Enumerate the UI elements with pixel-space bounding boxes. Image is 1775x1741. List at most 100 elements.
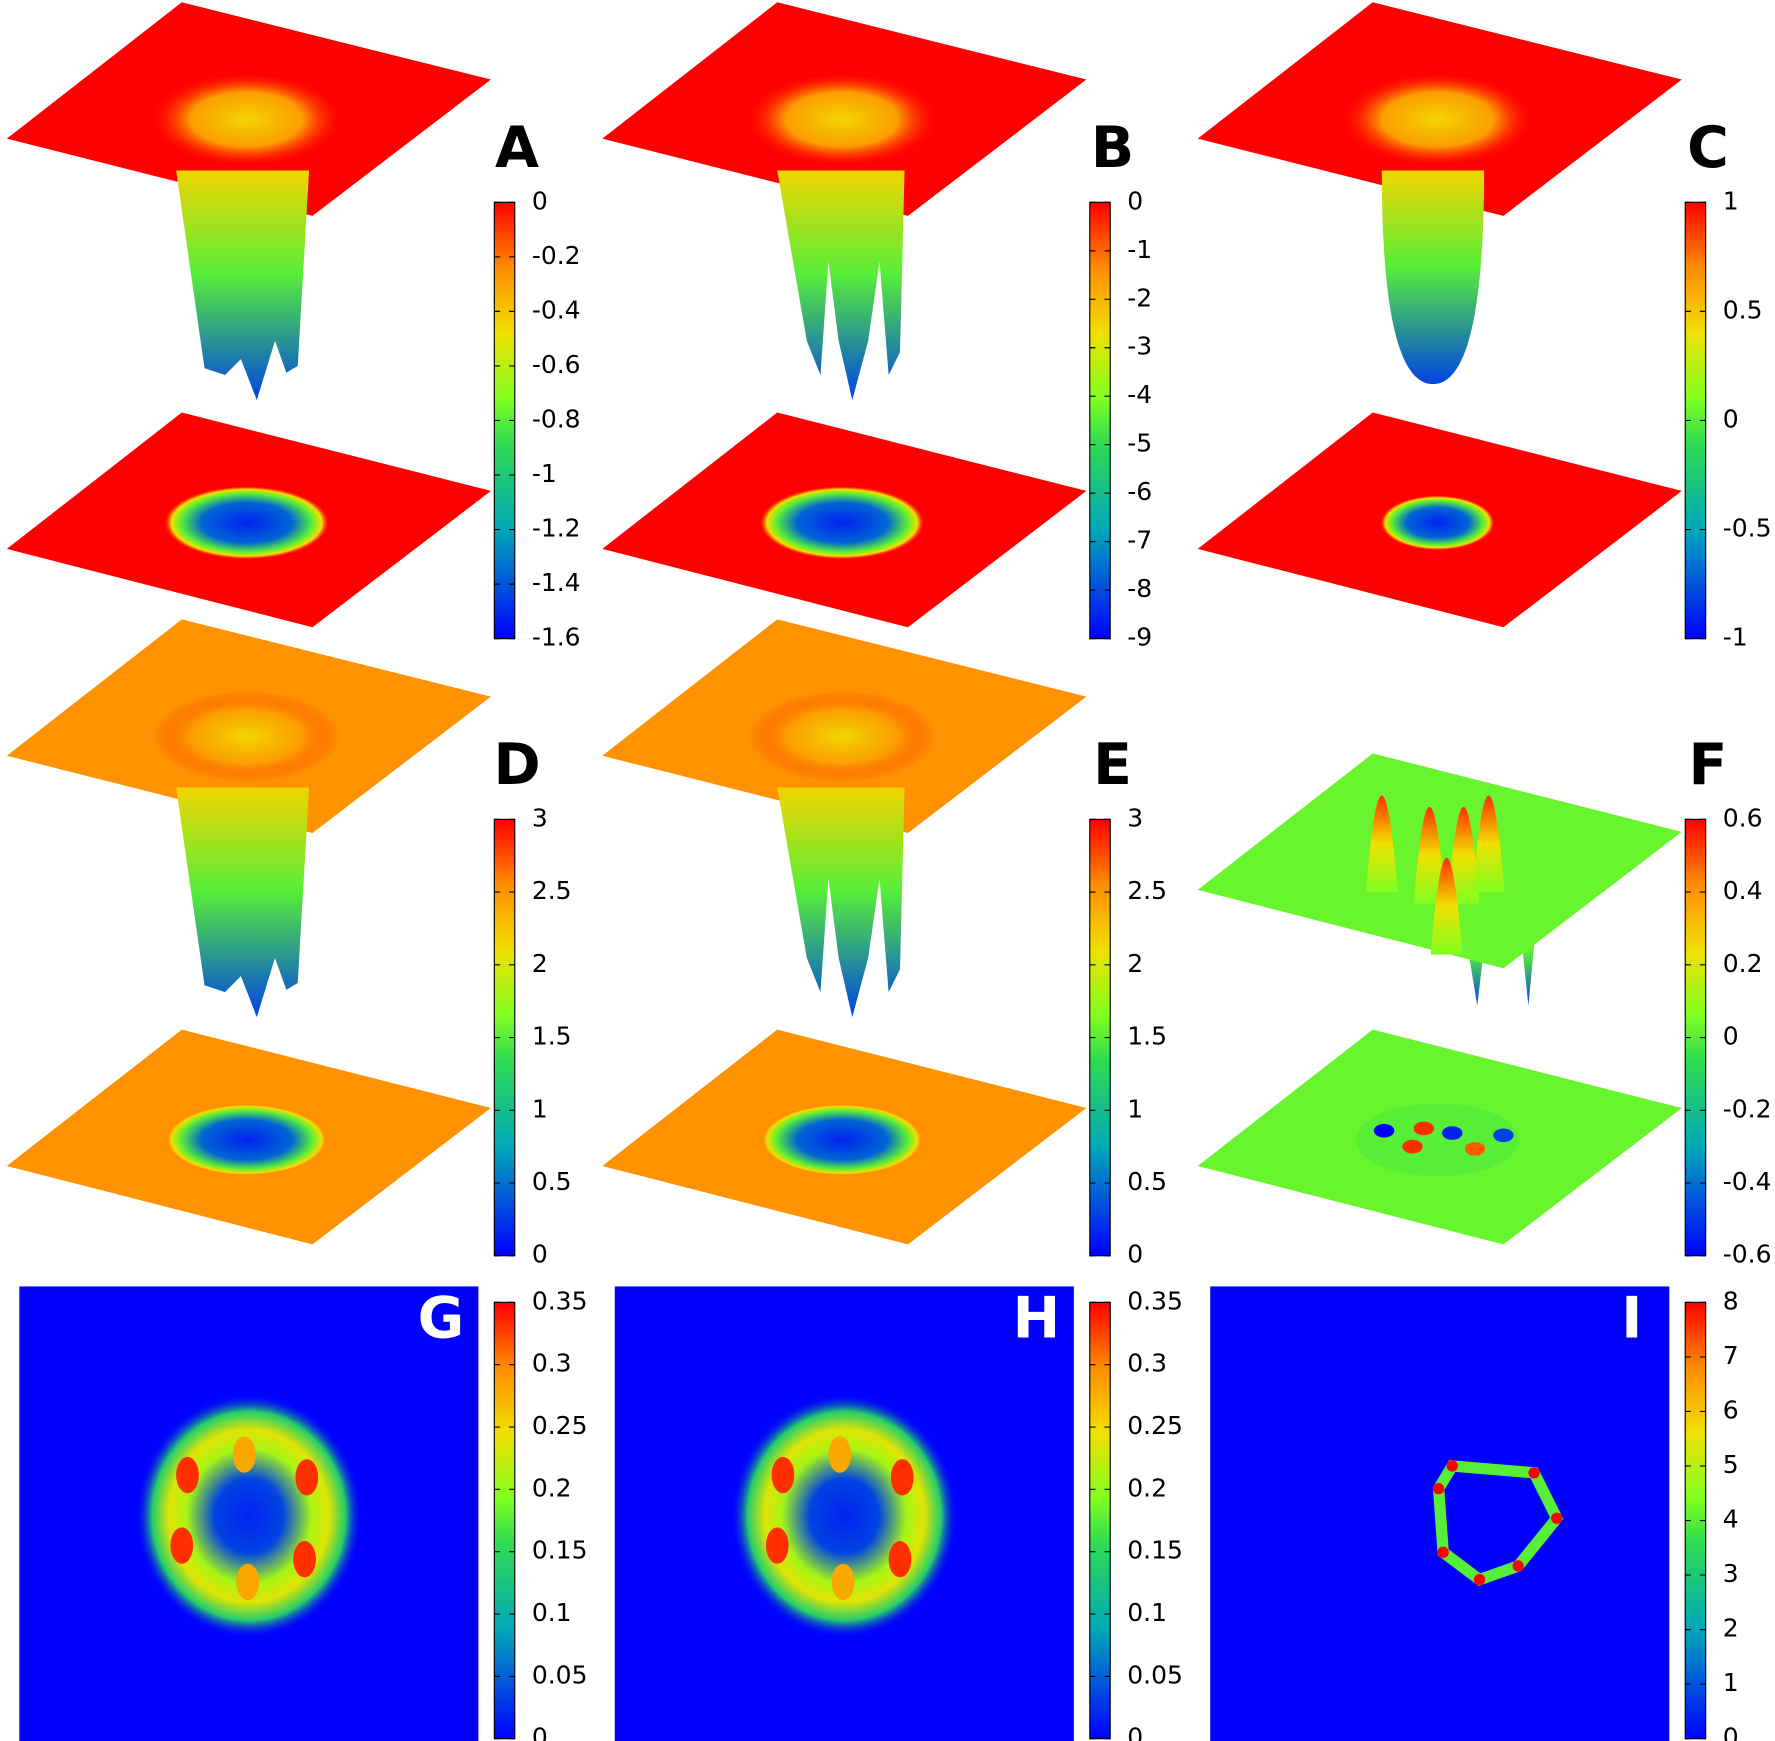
colorbar-tick-label: -1	[1127, 235, 1152, 264]
panel-label: D	[493, 732, 540, 798]
colorbar-tick-label: 0	[1723, 1022, 1739, 1051]
surface-tube	[777, 787, 905, 1018]
panel-label: H	[1013, 1285, 1061, 1351]
heatmap-hotspot	[1446, 1460, 1458, 1472]
colorbar-tick-label: -4	[1127, 380, 1152, 409]
colorbar-tick-label: -1.2	[532, 514, 581, 543]
colorbar-tick-label: 2	[1723, 1614, 1739, 1643]
colorbar-tick-label: -1	[532, 459, 557, 488]
colorbar-tick-label: -1	[1723, 623, 1748, 652]
colorbar-tick-label: 0.25	[1127, 1411, 1183, 1440]
heatmap-hotspot	[888, 1540, 912, 1578]
colorbar-tick-label: 1	[1723, 186, 1739, 215]
projection-spot	[1464, 1142, 1486, 1156]
colorbar-tick-label: 0	[1723, 1723, 1739, 1741]
colorbar-tick-label: 2.5	[1127, 876, 1167, 905]
surface-well	[153, 73, 340, 165]
colorbar-tick-label: 0.5	[532, 1167, 572, 1196]
projection-pattern	[760, 1103, 924, 1177]
panel-label: G	[418, 1285, 465, 1351]
colorbar-tick-label: 7	[1723, 1341, 1739, 1370]
surface-peak	[1413, 806, 1446, 904]
projection-spot	[1442, 1126, 1463, 1140]
projection-spot	[1402, 1139, 1423, 1154]
colorbar-tick-label: 1	[532, 1094, 548, 1123]
colorbar-tick-label: -0.2	[532, 241, 581, 270]
projection-pattern	[164, 1103, 329, 1177]
colorbar-tick-label: 1	[1127, 1094, 1143, 1123]
heatmap-hotspot	[831, 1563, 855, 1601]
colorbar-tick-label: -9	[1127, 623, 1152, 652]
colorbar-tick-label: 8	[1723, 1286, 1739, 1315]
colorbar	[1089, 1301, 1111, 1740]
projection-spot	[1373, 1123, 1395, 1138]
colorbar-tick-label: -1.4	[532, 568, 581, 597]
colorbar-tick-label: 0.15	[1127, 1536, 1183, 1565]
heatmap-hotspot	[176, 1456, 199, 1494]
colorbar-tick-label: -2	[1127, 283, 1152, 312]
heatmap-blob	[730, 1393, 958, 1639]
colorbar-tick-label: 0.4	[1723, 876, 1763, 905]
colorbar-tick-label: 0	[1723, 404, 1739, 433]
colorbar-tick-label: 0.3	[532, 1349, 572, 1378]
panel-label: A	[495, 115, 539, 181]
colorbar-tick-label: 0	[532, 1723, 548, 1741]
heatmap-hotspot	[1473, 1573, 1486, 1586]
heatmap-hotspot	[1512, 1560, 1524, 1572]
heatmap-hotspot	[828, 1436, 852, 1473]
projection-pattern	[1380, 495, 1495, 551]
heatmap-hotspot	[236, 1563, 260, 1601]
colorbar-tick-label: 0.1	[532, 1598, 572, 1627]
colorbar-tick-label: -8	[1127, 574, 1152, 603]
surface-tube	[777, 170, 905, 401]
colorbar-tick-label: -0.8	[532, 404, 581, 433]
panel-label: B	[1091, 115, 1134, 181]
colorbar-tick-label: 0	[1127, 186, 1143, 215]
heatmap-hotspot	[765, 1527, 789, 1564]
colorbar-tick-label: 0.2	[532, 1473, 572, 1502]
heatmap-hotspot	[771, 1456, 795, 1494]
panel-label: C	[1687, 115, 1729, 181]
surface-peak	[1447, 806, 1480, 904]
colorbar-tick-label: -0.2	[1723, 1094, 1772, 1123]
heatmap-hotspot	[1437, 1546, 1449, 1559]
colorbar-tick-label: 0	[532, 186, 548, 215]
surface-well	[748, 690, 936, 782]
colorbar-tick-label: 3	[1723, 1559, 1739, 1588]
heatmap-hotspot	[293, 1540, 316, 1578]
colorbar-tick-label: 0.6	[1723, 803, 1763, 832]
heatmap-hotspot	[1551, 1512, 1563, 1524]
colorbar-tick-label: 0.5	[1127, 1167, 1167, 1196]
surface-peak	[1430, 857, 1463, 955]
colorbar-tick-label: 1.5	[1127, 1022, 1167, 1051]
colorbar-tick-label: 0	[532, 1240, 548, 1269]
heatmap-ring	[1432, 1460, 1564, 1586]
surface-peak	[1472, 795, 1505, 893]
colorbar-tick-label: 2	[532, 949, 548, 978]
projection-spot	[1493, 1128, 1514, 1143]
colorbar-tick-label: 3	[1127, 803, 1143, 832]
colorbar-tick-label: 0.05	[532, 1660, 588, 1689]
panel: 0 0.05 0.1 0.15 0.2 0.25 0.3 0.35 G	[19, 1285, 587, 1741]
colorbar-tick-label: -0.5	[1723, 514, 1772, 543]
heatmap-blob	[135, 1393, 363, 1639]
colorbar-tick-label: 4	[1723, 1505, 1739, 1534]
colorbar-tick-label: -3	[1127, 332, 1152, 361]
colorbar-tick-label: 2	[1127, 949, 1143, 978]
surface-well	[153, 690, 340, 782]
colorbar-tick-label: -0.6	[1723, 1240, 1772, 1269]
panel: 0 1 2 3 4 5 6 7 8 I	[1210, 1285, 1739, 1741]
heatmap-hotspot	[295, 1459, 319, 1496]
surface-tube	[176, 170, 310, 401]
colorbar-tick-label: -0.4	[532, 295, 581, 324]
heatmap-hotspot	[170, 1527, 194, 1564]
heatmap-hotspot	[232, 1436, 256, 1473]
colorbar-tick-label: 0.35	[532, 1286, 588, 1315]
panel: 0 0.5 1 1.5 2 2.5 3 E	[602, 619, 1167, 1269]
colorbar-tick-label: 0.2	[1723, 949, 1763, 978]
panel: -0.6 -0.4 -0.2 0 0.2 0.4 0.6 F	[1197, 732, 1772, 1269]
surface-peak	[1365, 795, 1398, 893]
panel: -1.6 -1.4 -1.2 -1 -0.8 -0.6 -0.4 -0.2 0 A	[6, 2, 581, 652]
colorbar-tick-label: -0.6	[532, 350, 581, 379]
